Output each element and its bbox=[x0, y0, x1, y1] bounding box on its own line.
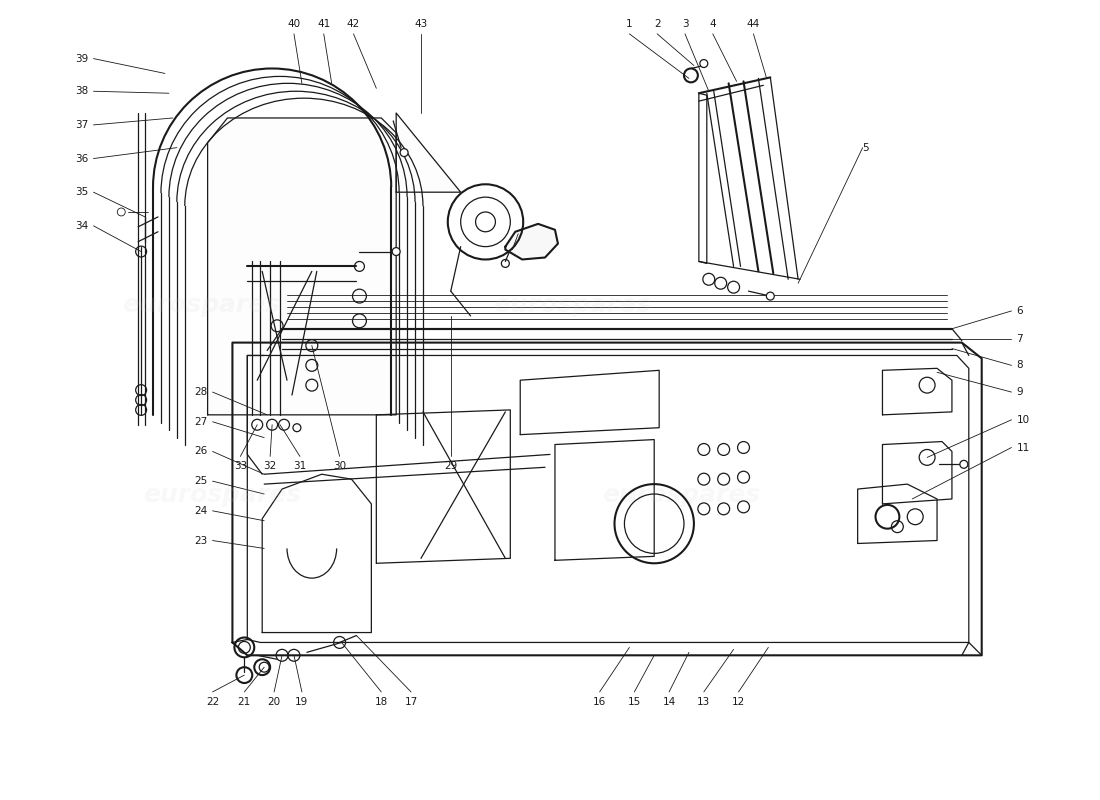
Text: 15: 15 bbox=[628, 697, 641, 707]
Text: 8: 8 bbox=[1016, 360, 1023, 370]
Text: 2: 2 bbox=[653, 19, 660, 29]
Text: 1: 1 bbox=[626, 19, 632, 29]
Text: 33: 33 bbox=[233, 462, 248, 471]
Polygon shape bbox=[208, 118, 396, 415]
Text: 7: 7 bbox=[1016, 334, 1023, 344]
Text: 17: 17 bbox=[405, 697, 418, 707]
Text: 32: 32 bbox=[264, 462, 277, 471]
Text: 28: 28 bbox=[195, 387, 208, 397]
Text: 9: 9 bbox=[1016, 387, 1023, 397]
Circle shape bbox=[118, 208, 125, 216]
Text: 26: 26 bbox=[195, 446, 208, 457]
Circle shape bbox=[767, 292, 774, 300]
Text: eurospares: eurospares bbox=[493, 293, 651, 317]
Text: 40: 40 bbox=[287, 19, 300, 29]
Text: 11: 11 bbox=[1016, 442, 1030, 453]
Text: 6: 6 bbox=[1016, 306, 1023, 316]
Text: 19: 19 bbox=[295, 697, 308, 707]
Text: 16: 16 bbox=[593, 697, 606, 707]
Text: 23: 23 bbox=[195, 535, 208, 546]
Text: 3: 3 bbox=[682, 19, 689, 29]
Text: 27: 27 bbox=[195, 417, 208, 426]
Text: 43: 43 bbox=[415, 19, 428, 29]
Text: 35: 35 bbox=[75, 187, 88, 197]
Text: eurospares: eurospares bbox=[602, 483, 760, 507]
Polygon shape bbox=[505, 224, 558, 259]
Polygon shape bbox=[396, 113, 461, 192]
Text: 30: 30 bbox=[333, 462, 346, 471]
Text: 4: 4 bbox=[710, 19, 716, 29]
Text: 5: 5 bbox=[862, 142, 869, 153]
Circle shape bbox=[960, 460, 968, 468]
Text: 41: 41 bbox=[317, 19, 330, 29]
Text: 13: 13 bbox=[697, 697, 711, 707]
Text: 31: 31 bbox=[294, 462, 307, 471]
Text: 34: 34 bbox=[75, 221, 88, 231]
Text: 14: 14 bbox=[662, 697, 675, 707]
Text: 18: 18 bbox=[375, 697, 388, 707]
Circle shape bbox=[400, 149, 408, 157]
Text: 36: 36 bbox=[75, 154, 88, 163]
Text: 39: 39 bbox=[75, 54, 88, 63]
Text: 29: 29 bbox=[444, 462, 458, 471]
Text: 24: 24 bbox=[195, 506, 208, 516]
Text: 12: 12 bbox=[732, 697, 745, 707]
Text: eurospares: eurospares bbox=[122, 293, 279, 317]
Text: 21: 21 bbox=[238, 697, 251, 707]
Text: 22: 22 bbox=[206, 697, 219, 707]
Circle shape bbox=[700, 59, 707, 67]
Text: eurospares: eurospares bbox=[143, 483, 301, 507]
Text: 44: 44 bbox=[747, 19, 760, 29]
Text: 10: 10 bbox=[1016, 414, 1030, 425]
Text: 42: 42 bbox=[346, 19, 360, 29]
Text: 38: 38 bbox=[75, 86, 88, 96]
Text: 25: 25 bbox=[195, 476, 208, 486]
Circle shape bbox=[393, 248, 400, 255]
Text: 20: 20 bbox=[267, 697, 280, 707]
Text: 37: 37 bbox=[75, 120, 88, 130]
